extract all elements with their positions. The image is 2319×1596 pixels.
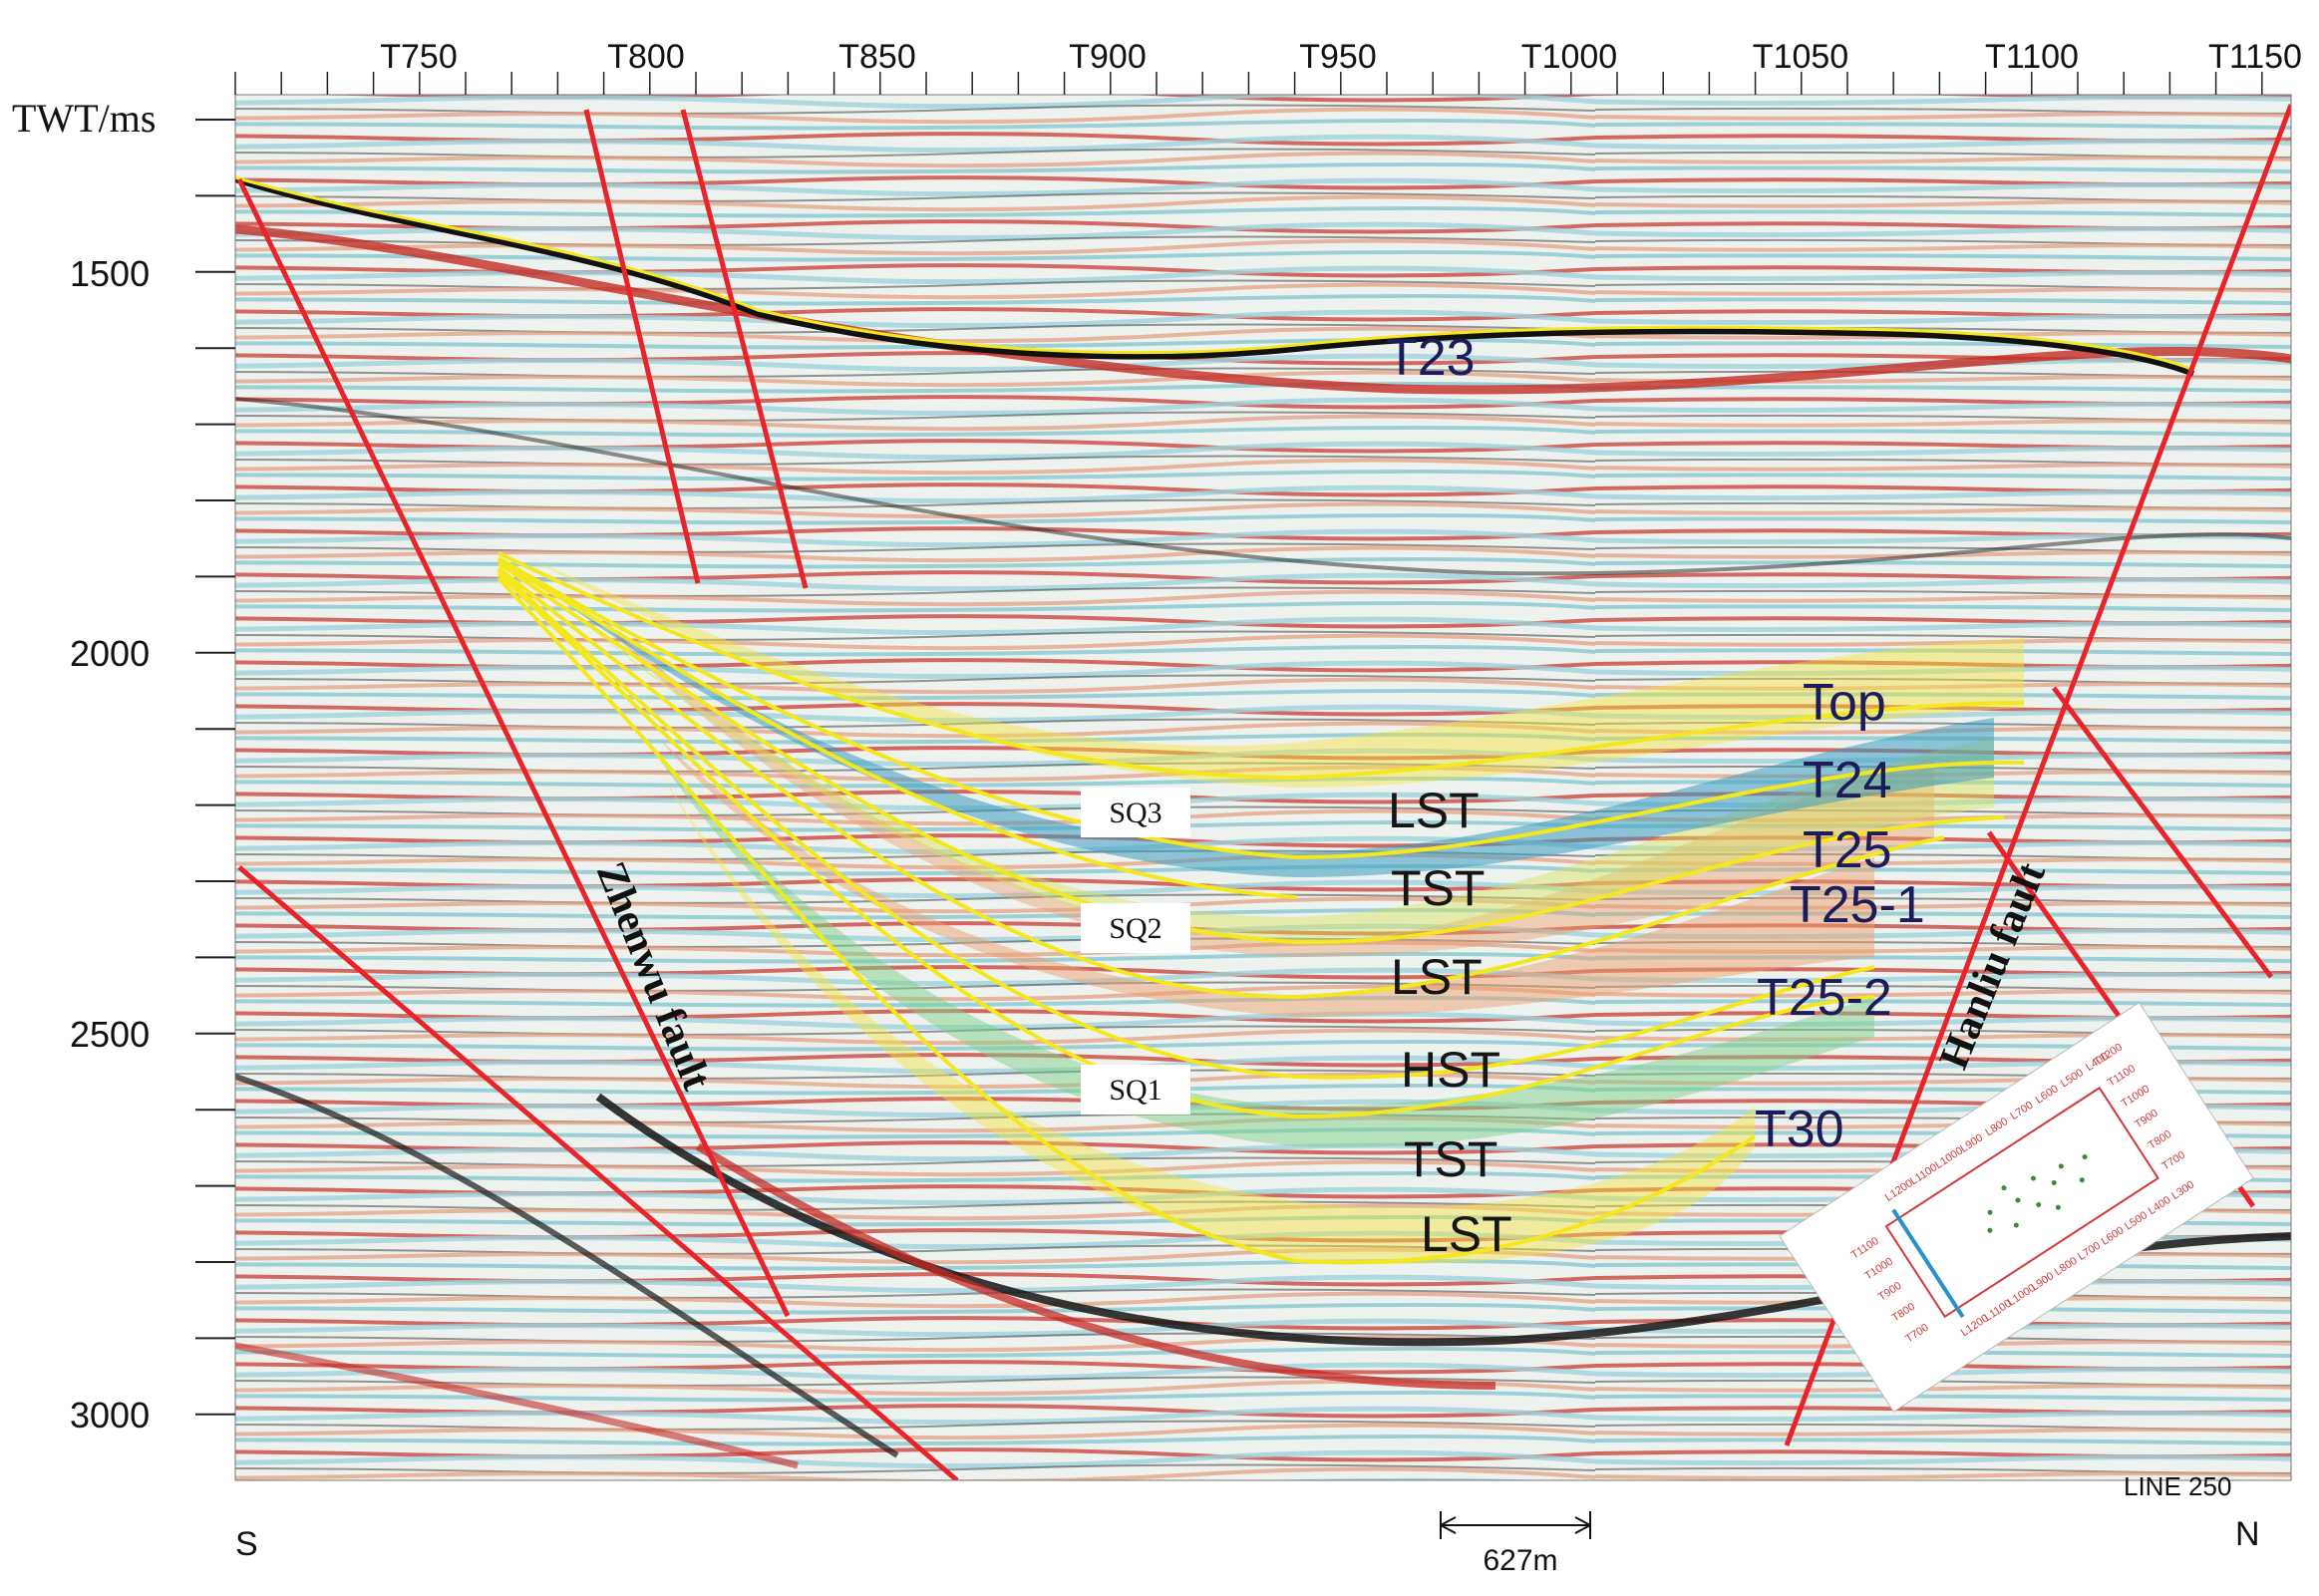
reflector-strong-6 [235, 1342, 799, 1469]
systems-tract-label: LST [1388, 783, 1480, 838]
sequence-label: SQ2 [1109, 912, 1161, 945]
horizon-t25-line [497, 561, 2005, 945]
systems-tract-label: HST [1401, 1042, 1500, 1098]
seismic-overlays [235, 104, 2291, 1480]
lst-lower-fill [658, 768, 1755, 1265]
horizon-label-t30: T30 [1755, 1101, 1844, 1158]
horizon-label-t24: T24 [1803, 752, 1892, 809]
horizon-label-top: Top [1803, 674, 1886, 732]
twt-tick-label: 2500 [70, 1014, 150, 1055]
trace-tick-label: T1100 [1985, 38, 2079, 76]
twt-tick-label: 1500 [70, 253, 150, 294]
horizon-mid-a [497, 558, 1297, 899]
fault-zhenwu-main [236, 177, 791, 1318]
systems-tract-label: TST [1404, 1131, 1497, 1187]
lst-middle-fill [578, 618, 1994, 942]
fault-left-lower [237, 865, 959, 1480]
north-label: N [2235, 1515, 2260, 1553]
scale-bar: 627m [1440, 1511, 1591, 1577]
fault-hanliu-branch-1 [2052, 686, 2273, 979]
tst-upper-fill [558, 598, 1994, 877]
twt-axis-title: TWT/ms [12, 96, 156, 141]
trace-axis: T750 T800 T850 T900 T950 T1000 T1050 T11… [380, 38, 2302, 76]
sequence-box-sq1: SQ1 [1081, 1065, 1190, 1115]
scale-bar-label: 627m [1483, 1544, 1557, 1577]
horizon-top-line [497, 551, 2025, 781]
lst-upper-fill [528, 558, 2024, 788]
reflector-strong-2 [235, 397, 2291, 576]
sequence-box-sq3: SQ3 [1081, 788, 1190, 837]
section-frame [234, 94, 2292, 1481]
horizon-label-t25-1: T25-1 [1790, 876, 1925, 934]
trace-tick-label: T750 [380, 38, 458, 76]
horizon-t25-2-line [497, 571, 1875, 1119]
fault-upper-b [680, 109, 809, 589]
trace-tick-label: T1150 [2208, 38, 2302, 76]
reflector-strong-5 [235, 1074, 899, 1458]
sequence-label: SQ3 [1109, 797, 1161, 829]
horizon-t23-line [235, 175, 2194, 372]
sequence-box-sq2: SQ2 [1081, 903, 1190, 953]
systems-tract-label: LST [1421, 1206, 1512, 1262]
trace-tick-label: T1050 [1753, 38, 1848, 76]
line-name-label: LINE 250 [2124, 1471, 2231, 1501]
horizon-lines [497, 551, 2025, 1265]
horizon-t25-1-line [497, 566, 1945, 1000]
horizon-mid-b [497, 568, 1875, 1080]
horizon-label-t25-2: T25-2 [1757, 969, 1892, 1027]
systems-tract-label: TST [1391, 860, 1485, 916]
horizon-label-t23: T23 [1386, 329, 1476, 387]
south-label: S [235, 1525, 258, 1563]
twt-axis: TWT/ms 1500 2000 2500 3000 [12, 96, 156, 1436]
horizon-label-t25: T25 [1803, 821, 1892, 879]
trace-tick-label: T850 [838, 38, 916, 76]
inset-map-line-250 [1891, 1208, 1965, 1319]
fault-upper-a [583, 109, 701, 584]
inset-location-map: L1200 L1100 L1000 L900 L800 L700 L600 L5… [1779, 1002, 2254, 1413]
horizon-t30-line [497, 576, 1757, 1265]
twt-tick-label: 2000 [70, 633, 150, 674]
inset-map-survey-outline [1884, 1086, 2159, 1319]
trace-tick-label: T900 [1069, 38, 1147, 76]
reflector-strong-4 [695, 1142, 1496, 1390]
horizon-t24-line [497, 556, 2025, 860]
systems-tract-label: LST [1391, 949, 1483, 1005]
trace-tick-label: T950 [1299, 38, 1377, 76]
reflector-strong-1 [235, 224, 2291, 395]
inset-map-background [1779, 1002, 2254, 1413]
trace-tick-label: T1000 [1521, 38, 1617, 76]
sequence-label: SQ1 [1109, 1074, 1161, 1107]
horizon-t23-dark [235, 176, 2195, 377]
twt-tick-label: 3000 [70, 1395, 150, 1436]
inset-map-wells [1987, 1153, 2088, 1233]
trace-tick-label: T800 [607, 38, 685, 76]
